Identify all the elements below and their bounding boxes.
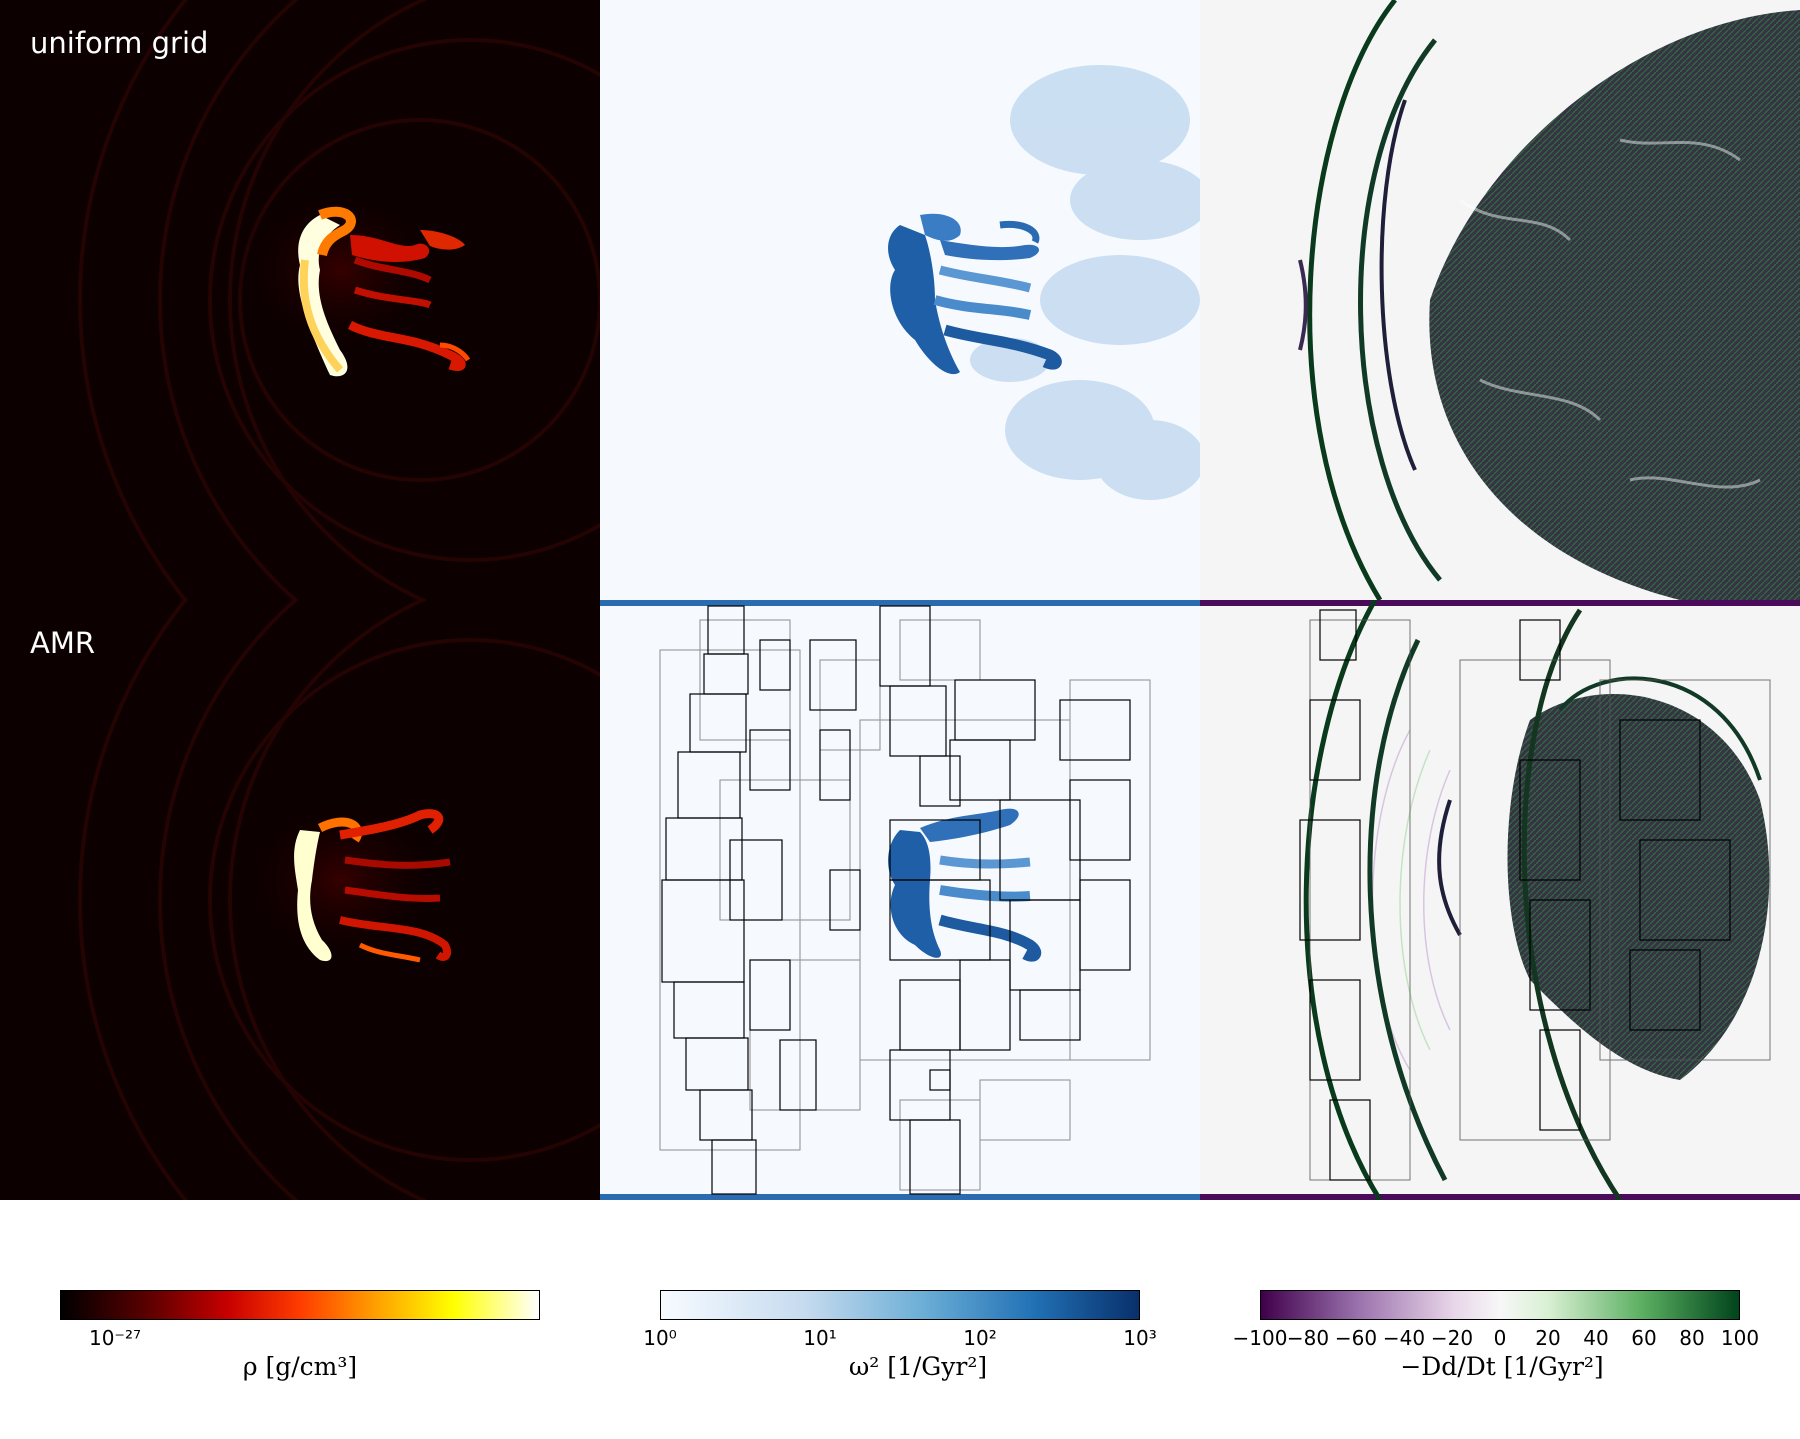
vorticity-blob-uniform — [888, 213, 1062, 375]
amr-grid-blocks — [661, 605, 1131, 1195]
divergence-panel-amr — [1200, 600, 1800, 1200]
divergence-tick-10: 100 — [1720, 1326, 1760, 1350]
vorticity-blob-amr — [888, 808, 1042, 962]
divergence-tick-8: 60 — [1631, 1326, 1657, 1350]
density-panel-amr: AMR — [0, 600, 600, 1200]
vorticity-panel-amr — [600, 600, 1200, 1200]
density-colorbar-gradient — [60, 1290, 540, 1320]
divergence-colorbar-gradient — [1260, 1290, 1740, 1320]
vorticity-tick-0: 10⁰ — [643, 1326, 677, 1350]
divergence-tick-5: 0 — [1493, 1326, 1507, 1350]
divergence-tick-1: −80 — [1286, 1326, 1330, 1350]
divergence-panel-uniform — [1200, 0, 1800, 600]
divergence-tick-9: 80 — [1679, 1326, 1705, 1350]
vorticity-tick-1: 10¹ — [803, 1326, 837, 1350]
density-colorbar-label: ρ [g/cm³] — [242, 1352, 358, 1381]
divergence-tick-7: 40 — [1583, 1326, 1609, 1350]
panel-grid: uniform grid — [0, 0, 1800, 1200]
vorticity-colorbar-label: ω² [1/Gyr²] — [848, 1352, 988, 1381]
divergence-tick-6: 20 — [1535, 1326, 1561, 1350]
divergence-tick-0: −100 — [1232, 1326, 1288, 1350]
density-tick-label: 10⁻²⁷ — [88, 1326, 142, 1350]
divergence-colorbar-label: −Dd/Dt [1/Gyr²] — [1400, 1352, 1604, 1381]
divergence-tick-2: −60 — [1334, 1326, 1378, 1350]
divergence-tick-4: −20 — [1430, 1326, 1474, 1350]
vorticity-tick-3: 10³ — [1123, 1326, 1157, 1350]
density-panel-uniform: uniform grid — [0, 0, 600, 600]
row-label-amr: AMR — [30, 626, 96, 660]
vorticity-colorbar-gradient — [660, 1290, 1140, 1320]
density-tick-mark — [60, 1314, 61, 1320]
divergence-tick-3: −40 — [1382, 1326, 1426, 1350]
row-label-uniform: uniform grid — [30, 26, 209, 60]
density-blob-uniform — [298, 206, 471, 377]
density-blob-amr — [294, 809, 451, 963]
vorticity-panel-uniform — [600, 0, 1200, 600]
vorticity-tick-2: 10² — [963, 1326, 997, 1350]
